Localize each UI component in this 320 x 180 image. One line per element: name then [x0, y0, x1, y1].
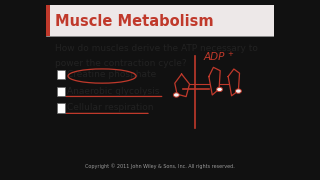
Text: Copyright © 2011 John Wiley & Sons, Inc. All rights reserved.: Copyright © 2011 John Wiley & Sons, Inc.…: [85, 163, 235, 169]
Bar: [57, 70, 65, 79]
Circle shape: [173, 93, 179, 97]
Text: How do muscles derive the ATP necessary to: How do muscles derive the ATP necessary …: [55, 44, 258, 53]
Text: Anaerobic glycolysis: Anaerobic glycolysis: [67, 87, 159, 96]
Circle shape: [236, 89, 241, 93]
Text: Muscle Metabolism: Muscle Metabolism: [55, 14, 214, 29]
Circle shape: [217, 87, 222, 92]
Bar: [57, 87, 65, 96]
Bar: [46, 5, 51, 35]
Text: power the contraction cycle?: power the contraction cycle?: [55, 59, 187, 68]
Bar: [57, 103, 65, 112]
Text: ADP: ADP: [203, 52, 225, 62]
Text: Creatine phosphate: Creatine phosphate: [67, 70, 156, 79]
Text: Cellular respiration: Cellular respiration: [67, 103, 153, 112]
Text: +: +: [227, 51, 233, 57]
FancyBboxPatch shape: [46, 5, 274, 35]
